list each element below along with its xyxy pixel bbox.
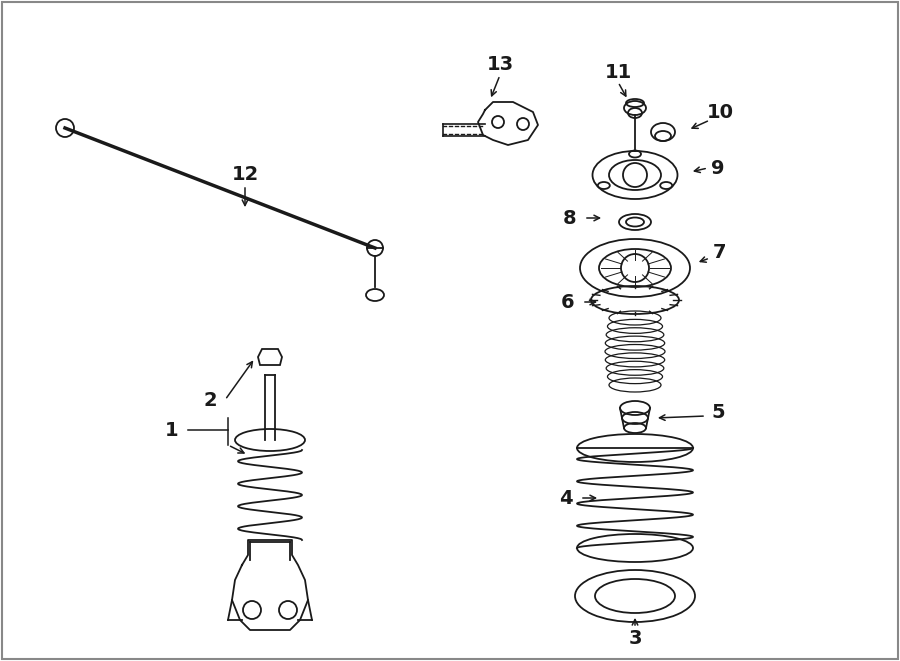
Text: 9: 9 — [711, 159, 724, 178]
Text: 2: 2 — [203, 391, 217, 410]
Text: 5: 5 — [711, 403, 724, 422]
Text: 1: 1 — [166, 420, 179, 440]
Text: 10: 10 — [706, 102, 733, 122]
Text: 4: 4 — [559, 488, 572, 508]
Text: 7: 7 — [713, 243, 727, 262]
Text: 11: 11 — [605, 63, 632, 81]
Text: 12: 12 — [231, 165, 258, 184]
Text: 13: 13 — [486, 56, 514, 75]
Text: 6: 6 — [562, 293, 575, 311]
Text: 8: 8 — [563, 208, 577, 227]
Text: 3: 3 — [628, 629, 642, 648]
